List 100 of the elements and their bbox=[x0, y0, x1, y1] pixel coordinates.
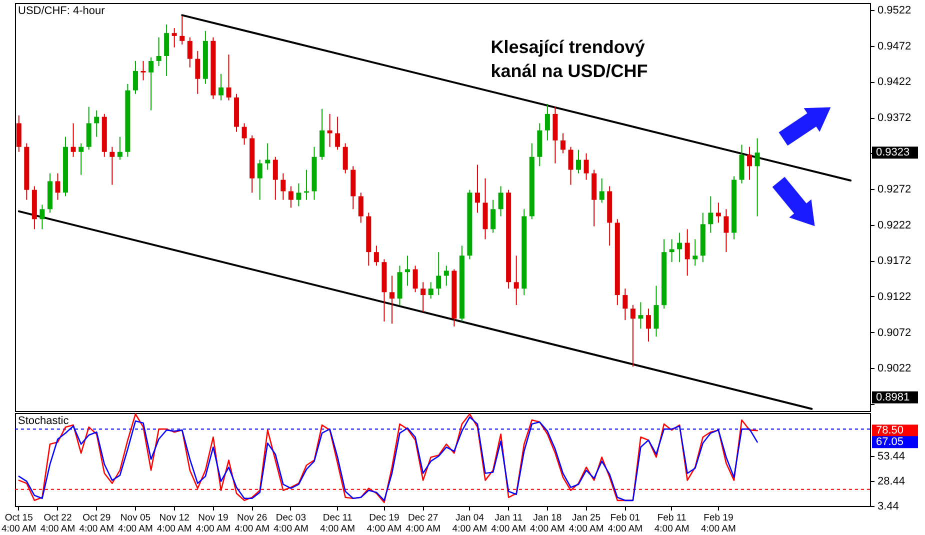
candlestick bbox=[638, 302, 644, 330]
y-tick-label: 53.44 bbox=[878, 450, 906, 462]
candlestick bbox=[514, 255, 519, 306]
candlestick bbox=[630, 304, 636, 368]
chart-title: Stochastic bbox=[18, 415, 70, 427]
x-tick-label: Dec 11 4:00 AM bbox=[320, 512, 356, 534]
candlestick bbox=[622, 288, 628, 321]
x-tick-label: Feb 01 4:00 AM bbox=[608, 512, 643, 534]
y-tick-label: 0.9372 bbox=[878, 112, 912, 124]
candlestick bbox=[257, 159, 262, 200]
candlestick bbox=[684, 228, 690, 276]
x-tick-label: Dec 19 4:00 AM bbox=[366, 512, 402, 534]
candlestick bbox=[296, 182, 302, 207]
y-tick-label: 0.9222 bbox=[878, 219, 912, 232]
x-tick-label: Oct 15 4:00 AM bbox=[1, 512, 36, 534]
candlestick bbox=[140, 60, 146, 81]
candlestick bbox=[148, 56, 154, 111]
candlestick bbox=[86, 106, 92, 150]
text: 0.9323 bbox=[876, 146, 910, 159]
candlestick bbox=[389, 275, 394, 324]
candlestick bbox=[117, 136, 122, 160]
candlestick bbox=[490, 199, 496, 234]
x-tick-label: Nov 12 4:00 AM bbox=[156, 512, 192, 534]
candlestick bbox=[55, 172, 60, 200]
candlestick bbox=[156, 36, 162, 66]
candlestick bbox=[428, 282, 434, 300]
y-tick-label: 0.9122 bbox=[878, 290, 912, 303]
x-tick-label: Nov 05 4:00 AM bbox=[118, 512, 153, 534]
candlestick bbox=[724, 208, 729, 253]
candlestick bbox=[544, 103, 550, 141]
x-tick-label: Oct 22 4:00 AM bbox=[40, 512, 76, 534]
y-tick-label: 0.9072 bbox=[878, 326, 912, 339]
x-tick-label: Oct 29 4:00 AM bbox=[79, 512, 114, 534]
candlestick bbox=[187, 36, 192, 68]
candlestick bbox=[420, 282, 426, 313]
candlestick bbox=[474, 164, 480, 214]
candlestick bbox=[599, 178, 604, 204]
x-tick-label: Jan 04 4:00 AM bbox=[452, 512, 488, 534]
annotation: Klesající trendový kanál na USD/CHF bbox=[490, 37, 648, 81]
candlestick bbox=[342, 142, 348, 174]
candlestick bbox=[716, 202, 721, 224]
candlestick bbox=[70, 122, 76, 158]
candlestick bbox=[677, 232, 682, 263]
candlestick bbox=[568, 146, 574, 186]
candlestick bbox=[747, 146, 752, 180]
y-tick-label: 0.9272 bbox=[878, 184, 912, 196]
y-tick-label: 0.9522 bbox=[878, 4, 912, 17]
x-tick-label: Jan 11 4:00 AM bbox=[491, 512, 526, 534]
y-tick-label: 0.9022 bbox=[878, 362, 912, 375]
candlestick bbox=[164, 24, 170, 77]
candlestick bbox=[358, 192, 364, 224]
x-tick-label: Feb 19 4:00 AM bbox=[701, 512, 736, 534]
candlestick bbox=[498, 186, 504, 217]
candlestick bbox=[654, 285, 659, 338]
candlestick bbox=[94, 110, 100, 138]
candlestick bbox=[374, 245, 379, 266]
y-tick-label: 0.9172 bbox=[878, 255, 912, 268]
x-tick-label: Dec 03 4:00 AM bbox=[274, 512, 308, 534]
candlestick bbox=[288, 186, 294, 208]
candlestick bbox=[78, 142, 84, 176]
y-tick-label: 0.9422 bbox=[878, 76, 912, 88]
x-tick-label: Dec 27 4:00 AM bbox=[406, 512, 441, 534]
candlestick bbox=[218, 73, 224, 101]
x-tick-label: Nov 26 4:00 AM bbox=[234, 512, 270, 534]
candlestick bbox=[265, 142, 270, 170]
text: 78.50 bbox=[876, 424, 904, 437]
y-tick-label: 3.44 bbox=[878, 500, 899, 512]
chart-title: USD/CHF: 4-hour bbox=[18, 5, 106, 17]
candlestick bbox=[172, 28, 177, 48]
candlestick bbox=[576, 149, 582, 174]
candlestick bbox=[444, 265, 449, 286]
candlestick bbox=[242, 122, 247, 146]
x-tick-label: Nov 19 4:00 AM bbox=[196, 512, 231, 534]
candlestick bbox=[412, 265, 418, 293]
candlestick bbox=[584, 152, 589, 180]
candlestick bbox=[180, 15, 185, 46]
candlestick bbox=[436, 252, 442, 296]
candlestick bbox=[132, 60, 138, 94]
candlestick bbox=[327, 113, 332, 148]
candlestick bbox=[646, 308, 651, 342]
candlestick bbox=[280, 172, 286, 200]
x-tick-label: Jan 18 4:00 AM bbox=[530, 512, 565, 534]
text: 0.8981 bbox=[876, 391, 910, 404]
candlestick bbox=[708, 196, 714, 234]
candlestick bbox=[669, 238, 674, 263]
x-tick-label: Jan 25 4:00 AM bbox=[568, 512, 604, 534]
candlestick bbox=[692, 238, 698, 266]
candlestick bbox=[272, 156, 278, 200]
candlestick bbox=[40, 204, 45, 230]
x-tick-label: Feb 11 4:00 AM bbox=[654, 512, 690, 534]
text: 67.05 bbox=[876, 436, 904, 448]
candlestick bbox=[560, 132, 566, 154]
candlestick bbox=[335, 116, 340, 150]
candlestick bbox=[16, 114, 22, 152]
candlestick bbox=[110, 146, 115, 186]
y-tick-label: 0.9472 bbox=[878, 40, 912, 52]
candlestick bbox=[195, 50, 200, 94]
candlestick bbox=[754, 138, 760, 217]
candlestick bbox=[226, 54, 232, 101]
y-tick-label: 28.44 bbox=[878, 475, 906, 488]
